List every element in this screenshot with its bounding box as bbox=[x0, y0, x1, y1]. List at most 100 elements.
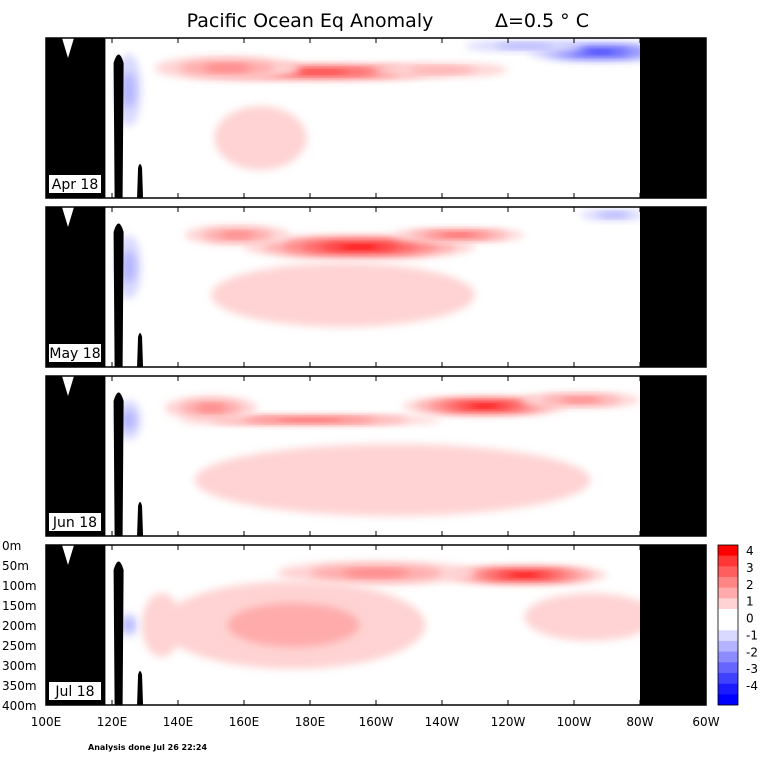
anomaly-contour bbox=[585, 50, 615, 54]
anomaly-contour bbox=[123, 619, 134, 631]
panel-label: Jun 18 bbox=[49, 513, 101, 531]
land-mask-west bbox=[46, 207, 106, 367]
heatmap-panels: Apr 18 May 18 Jun 18 Jul 18 bbox=[45, 37, 707, 706]
panel-label: Apr 18 bbox=[49, 175, 101, 193]
anomaly-contour bbox=[510, 573, 539, 577]
colorbar-swatch bbox=[718, 651, 738, 663]
y-tick-label: 250m bbox=[2, 639, 37, 653]
x-tick-label: 140W bbox=[425, 715, 460, 729]
panel-label-text: Jun 18 bbox=[52, 515, 97, 531]
anomaly-field bbox=[115, 209, 647, 327]
anomaly-contour bbox=[494, 43, 555, 49]
y-tick-label: 200m bbox=[2, 619, 37, 633]
colorbar-swatch bbox=[718, 577, 738, 588]
island-spike bbox=[113, 561, 124, 705]
colorbar-swatch bbox=[718, 609, 738, 620]
colorbar-label: -2 bbox=[746, 645, 758, 659]
colorbar-label: 3 bbox=[746, 561, 754, 575]
colorbar-swatch bbox=[718, 641, 738, 652]
anomaly-contour bbox=[524, 593, 657, 641]
land-mask-east bbox=[640, 545, 706, 705]
land-mask-west bbox=[46, 38, 106, 198]
y-tick-label: 100m bbox=[2, 579, 37, 593]
colorbar-swatch bbox=[718, 555, 738, 567]
x-tick-label: 80W bbox=[626, 715, 653, 729]
anomaly-contour bbox=[195, 404, 227, 412]
anomaly-contour bbox=[141, 593, 182, 657]
colorbar-frame bbox=[717, 544, 739, 706]
panel-label: May 18 bbox=[49, 344, 101, 362]
colorbar-swatch bbox=[718, 673, 738, 684]
y-tick-label: 50m bbox=[2, 559, 29, 573]
colorbar-label: -1 bbox=[746, 628, 758, 642]
anomaly-contour bbox=[597, 212, 631, 218]
x-tick-label: 160W bbox=[359, 715, 394, 729]
anomaly-contour bbox=[203, 64, 252, 72]
anomaly-field bbox=[115, 392, 640, 516]
contour-interval-label: Δ=0.5 ° C bbox=[495, 10, 589, 32]
panel-label-box bbox=[49, 344, 101, 362]
coastline-notch bbox=[62, 545, 74, 565]
anomaly-contour bbox=[121, 410, 136, 430]
anomaly-contour bbox=[121, 251, 136, 283]
y-tick-label: 400m bbox=[2, 699, 37, 713]
island-spike bbox=[113, 54, 124, 198]
panel-label: Jul 18 bbox=[49, 682, 101, 700]
x-tick-label: 140E bbox=[163, 715, 194, 729]
anomaly-contour bbox=[219, 231, 255, 239]
panel-label-box bbox=[49, 682, 101, 700]
anomaly-contour bbox=[214, 106, 307, 170]
analysis-timestamp: Analysis done Jul 26 22:24 bbox=[88, 743, 207, 752]
x-tick-label: 120W bbox=[491, 715, 526, 729]
y-tick-label: 300m bbox=[2, 659, 37, 673]
land-mask-west bbox=[46, 376, 106, 536]
colorbar-swatch bbox=[718, 566, 738, 578]
panel-label-text: Apr 18 bbox=[52, 177, 98, 193]
x-tick-label: 180E bbox=[295, 715, 326, 729]
chart-title: Pacific Ocean Eq Anomaly bbox=[187, 10, 434, 32]
x-tick-label: 100W bbox=[557, 715, 592, 729]
y-tick-label: 350m bbox=[2, 679, 37, 693]
land-mask-east bbox=[640, 376, 706, 536]
x-tick-label: 100E bbox=[31, 715, 62, 729]
anomaly-contour bbox=[343, 569, 409, 577]
colorbar-label: -3 bbox=[746, 662, 758, 676]
colorbar-swatch bbox=[718, 598, 738, 610]
colorbar-swatch bbox=[718, 630, 738, 642]
panel: Jul 18 bbox=[45, 544, 707, 706]
island-spike bbox=[137, 164, 144, 198]
panel-background bbox=[46, 38, 706, 198]
colorbar-swatch bbox=[718, 545, 738, 556]
coastline-notch bbox=[62, 376, 74, 396]
island-spike bbox=[137, 333, 144, 367]
colorbar-swatch bbox=[718, 683, 738, 695]
panel-label-box bbox=[49, 175, 101, 193]
anomaly-contour bbox=[277, 418, 343, 422]
anomaly-contour bbox=[121, 72, 136, 108]
y-tick-label: 150m bbox=[2, 599, 37, 613]
colorbar-label: 4 bbox=[746, 544, 754, 558]
panel: Jun 18 bbox=[45, 375, 707, 537]
colorbar-label: 2 bbox=[746, 578, 754, 592]
panel: May 18 bbox=[45, 206, 707, 368]
longitude-axis: 100E 120E 140E 160E 180E 160W 140W 120W 100W 80W 6… bbox=[31, 715, 720, 729]
colorbar-label: 0 bbox=[746, 612, 754, 626]
colorbar-label: 1 bbox=[746, 595, 754, 609]
panel: Apr 18 bbox=[45, 37, 707, 199]
island-spike bbox=[137, 671, 144, 705]
colorbar-swatch bbox=[718, 619, 738, 631]
panel-label-text: Jul 18 bbox=[54, 684, 94, 700]
y-tick-label: 0m bbox=[2, 539, 21, 553]
colorbar-swatch bbox=[718, 694, 738, 706]
colorbar-swatch bbox=[718, 587, 738, 599]
island-spike bbox=[113, 392, 124, 536]
x-tick-label: 120E bbox=[97, 715, 128, 729]
colorbar-label: -4 bbox=[746, 679, 758, 693]
x-tick-label: 160E bbox=[229, 715, 260, 729]
anomaly-contour bbox=[211, 263, 475, 327]
anomaly-contour bbox=[194, 444, 591, 516]
colorbar-legend: 4 3 2 1 0 -1 -2 -3 -4 bbox=[717, 544, 758, 706]
anomaly-contour bbox=[560, 397, 601, 403]
land-mask-east bbox=[640, 38, 706, 198]
